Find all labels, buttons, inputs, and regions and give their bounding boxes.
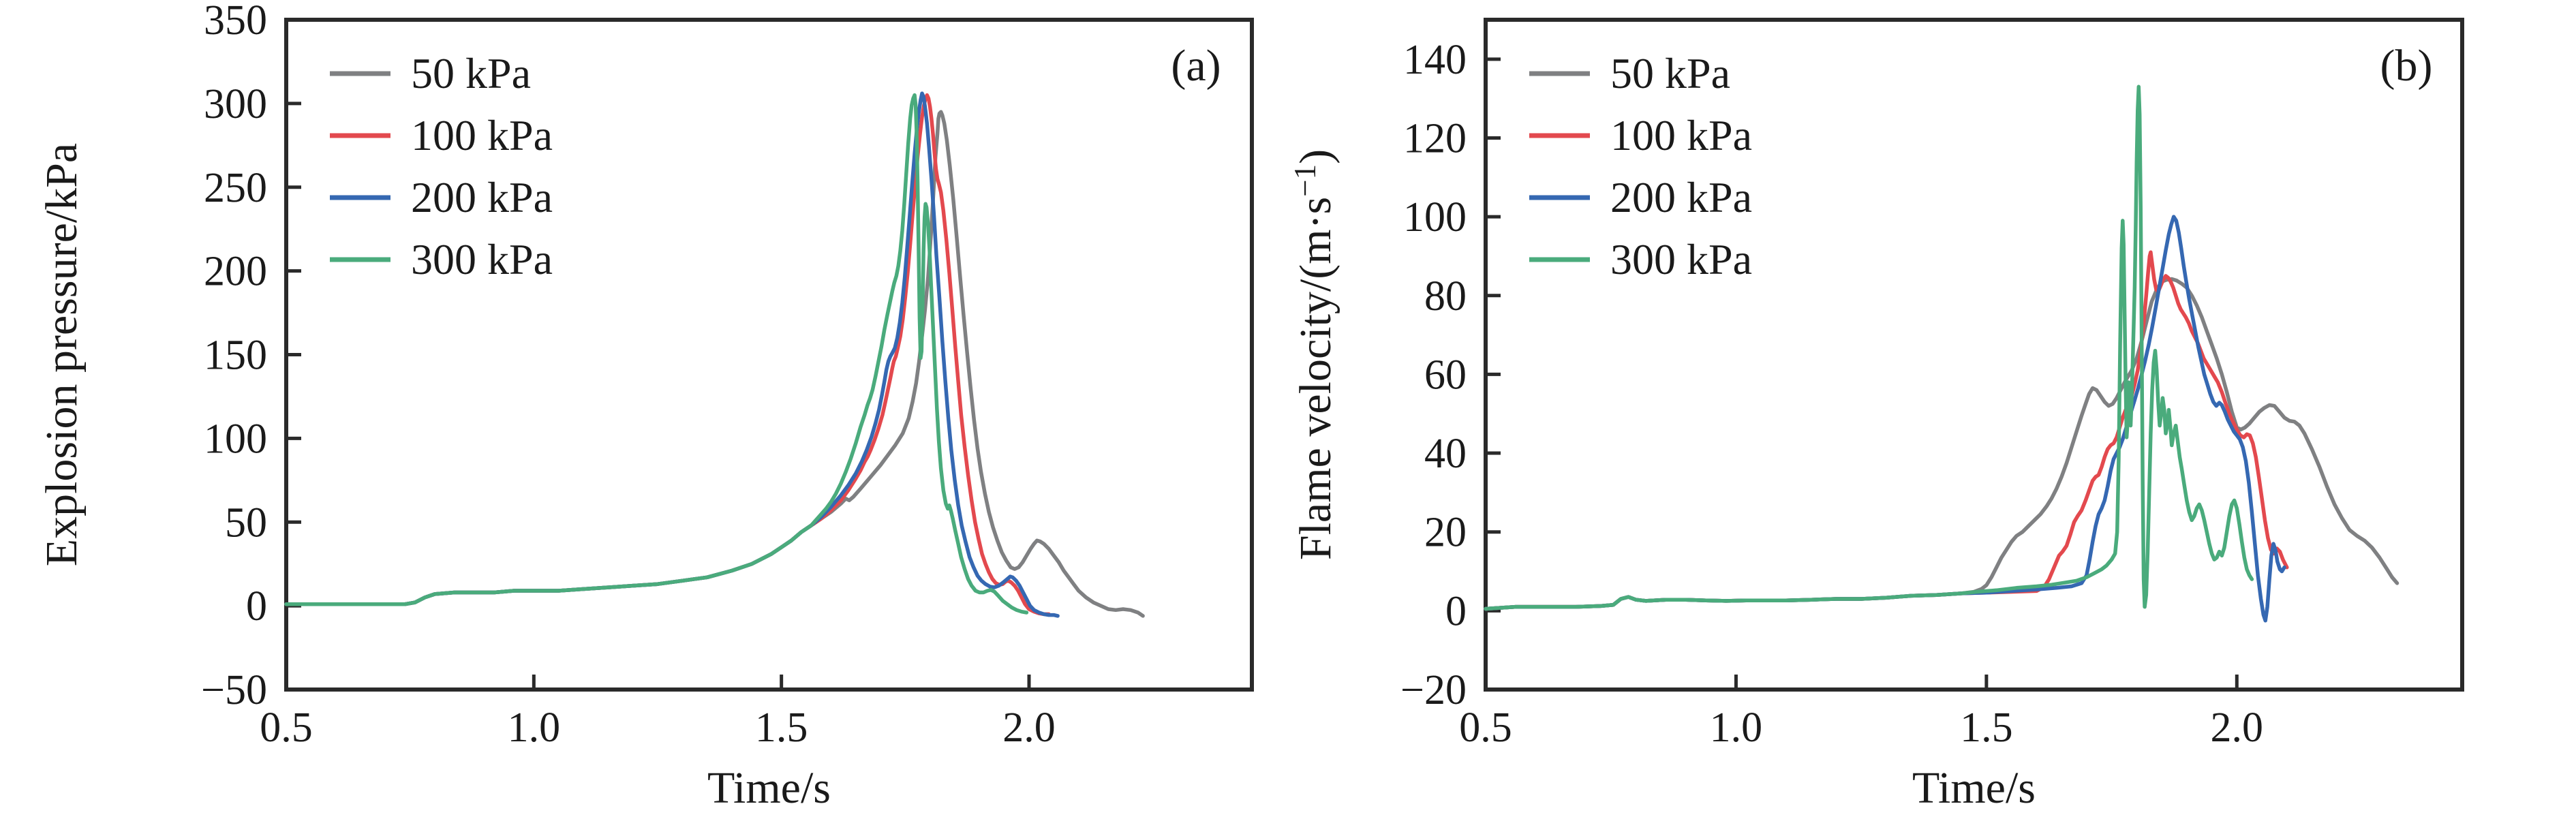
legend-a: 50 kPa 100 kPa 200 kPa 300 kPa: [330, 49, 553, 283]
y-tick-label-b: 140: [1403, 37, 1467, 83]
y-tick-label-b: 80: [1424, 273, 1467, 320]
y-tick-label-b: 0: [1445, 588, 1467, 634]
plot-frame-b: [1484, 18, 2464, 692]
chart-b: 0.5 1.0 1.5 2.0 −20 0 20 40 60 80 100 120 140 Time/s F…: [1288, 18, 2464, 813]
legend-label-300-kPa-b: 300 kPa: [1610, 235, 1752, 283]
legend-label-100-kPa-b: 100 kPa: [1610, 111, 1752, 159]
x-tick-label-b: 0.5: [1459, 705, 1512, 751]
y-tick-label-b: −20: [1400, 667, 1467, 713]
y-tick-label-a: −50: [201, 667, 267, 713]
series-line-300-kPa-a: [284, 93, 1029, 615]
x-tick-label-a: 2.0: [1002, 705, 1056, 751]
series-line-200-kPa-a: [284, 91, 1060, 618]
y-axis-title-b: Flame velocity/(m·s−1): [1288, 149, 1340, 560]
y-tick-label-a: 0: [246, 583, 267, 630]
x-tick-label-a: 0.5: [260, 705, 313, 751]
y-tick-label-b: 120: [1403, 115, 1467, 161]
legend-label-300-kPa-a: 300 kPa: [411, 235, 553, 283]
y-tick-label-a: 100: [204, 416, 267, 462]
series-line-300-kPa-b: [1484, 84, 2254, 611]
y-tick-label-a: 250: [204, 165, 267, 211]
y-axis-title-a: Explosion pressure/kPa: [37, 143, 87, 566]
y-tick-label-b: 100: [1403, 194, 1467, 241]
y-tick-label-b: 40: [1424, 431, 1467, 477]
legend-label-100-kPa-a: 100 kPa: [411, 111, 553, 159]
legend-label-200-kPa-b: 200 kPa: [1610, 173, 1752, 221]
y-tick-label-b: 20: [1424, 510, 1467, 556]
chart-a: 0.5 1.0 1.5 2.0 −50 0 50 100 150 200 250 300 350 Time…: [37, 0, 1254, 813]
x-axis-title-a: Time/s: [707, 763, 831, 813]
series-line-50-kPa-b: [1484, 277, 2399, 611]
x-axis-title-b: Time/s: [1912, 763, 2036, 813]
y-tick-label-a: 50: [225, 499, 267, 546]
x-tick-label-b: 2.0: [2211, 705, 2264, 751]
x-tick-label-a: 1.5: [755, 705, 808, 751]
legend-label-50-kPa-b: 50 kPa: [1610, 49, 1730, 97]
legend-label-50-kPa-a: 50 kPa: [411, 49, 531, 97]
x-tick-label-b: 1.5: [1960, 705, 2013, 751]
legend-b: 50 kPa 100 kPa 200 kPa 300 kPa: [1529, 49, 1752, 283]
y-tick-label-a: 200: [204, 249, 267, 295]
panel-label-a: (a): [1171, 41, 1221, 91]
x-tick-label-b: 1.0: [1710, 705, 1763, 751]
legend-label-200-kPa-a: 200 kPa: [411, 173, 553, 221]
y-tick-label-a: 150: [204, 333, 267, 379]
panel-label-b: (b): [2380, 41, 2433, 91]
y-tick-label-a: 300: [204, 81, 267, 127]
y-tick-label-a: 350: [204, 0, 267, 44]
y-tick-label-b: 60: [1424, 352, 1467, 398]
x-tick-label-a: 1.0: [508, 705, 561, 751]
